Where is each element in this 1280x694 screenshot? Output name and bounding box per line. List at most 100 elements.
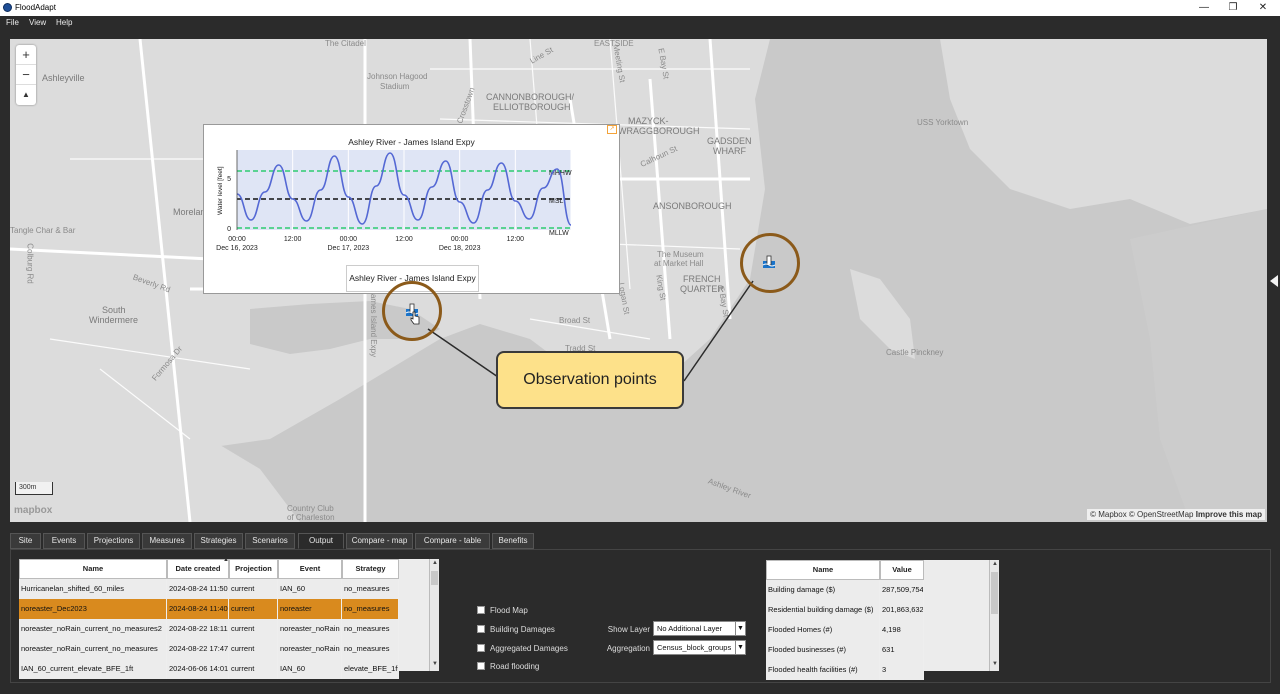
chevron-down-icon[interactable]: ▼: [735, 622, 745, 635]
map-label-tradd-st: Tradd St: [565, 344, 596, 353]
metric-row[interactable]: Flooded businesses (#) 631: [766, 640, 924, 660]
map-label-broad-st: Broad St: [559, 316, 591, 325]
aggregation-value: Census_block_groups: [657, 643, 732, 652]
attribution-text[interactable]: © Mapbox © OpenStreetMap: [1090, 510, 1194, 519]
zoom-out-button[interactable]: −: [16, 65, 36, 85]
map-label-windermere: Windermere: [89, 315, 139, 325]
map-label-eastside: EASTSIDE: [594, 39, 634, 48]
col-strategy-header[interactable]: Strategy: [342, 559, 399, 579]
collapse-panel-arrow-icon[interactable]: [1270, 275, 1278, 287]
scrollbar-thumb[interactable]: [991, 572, 998, 614]
checkbox-road-flooding[interactable]: Road flooding: [477, 662, 539, 671]
improve-map-link[interactable]: Improve this map: [1195, 510, 1262, 519]
tab-compare-table[interactable]: Compare - table: [415, 533, 490, 549]
show-layer-label: Show Layer: [607, 625, 650, 634]
metrics-scrollbar[interactable]: ▲ ▼: [989, 560, 999, 671]
checkbox-label: Aggregated Damages: [490, 644, 568, 653]
table-cell: 2024-08-22 18:11: [167, 619, 229, 639]
checkbox-box[interactable]: [477, 606, 485, 614]
tab-compare-map[interactable]: Compare - map: [346, 533, 413, 549]
observation-station-icon[interactable]: [405, 303, 419, 317]
metric-row[interactable]: Residential building damage ($) 201,863,6…: [766, 600, 924, 620]
compass-button[interactable]: ▲: [22, 90, 30, 99]
col-metric-value-header[interactable]: Value: [880, 560, 924, 580]
tab-projections[interactable]: Projections: [87, 533, 140, 549]
metric-cell: 631: [880, 640, 924, 660]
tab-events[interactable]: Events: [43, 533, 85, 549]
map-label-castle-pinckney: Castle Pinckney: [886, 348, 944, 357]
zoom-in-button[interactable]: +: [16, 45, 36, 65]
checkbox-aggregated-damages[interactable]: Aggregated Damages: [477, 644, 568, 653]
metric-row[interactable]: Building damage ($) 287,509,754: [766, 580, 924, 600]
show-layer-select[interactable]: No Additional Layer ▼: [653, 621, 746, 636]
scroll-up-icon[interactable]: ▲: [992, 561, 998, 567]
col-date-header[interactable]: Date created: [167, 559, 229, 579]
map-attribution: © Mapbox © OpenStreetMap Improve this ma…: [1087, 509, 1265, 520]
tab-measures[interactable]: Measures: [142, 533, 192, 549]
checkbox-flood-map[interactable]: Flood Map: [477, 606, 528, 615]
y-tick-label: 5: [227, 176, 231, 183]
tab-output[interactable]: Output: [298, 533, 344, 549]
scenarios-scrollbar[interactable]: ▲ ▼: [429, 559, 439, 671]
metric-row[interactable]: Flooded Homes (#) 4,198: [766, 620, 924, 640]
aggregation-select[interactable]: Census_block_groups ▼: [653, 640, 746, 655]
scenarios-table: Name Date created ▲ Projection Event Str…: [19, 557, 439, 679]
tab-benefits[interactable]: Benefits: [492, 533, 534, 549]
table-row[interactable]: noreaster_Dec2023 2024-08-24 11:40 current…: [19, 599, 399, 619]
map-label-citadel: The Citadel: [325, 39, 366, 48]
x-tick-label: 00:00: [451, 236, 469, 243]
mapbox-logo[interactable]: mapbox: [14, 505, 53, 516]
x-tick-label: Dec 17, 2023: [328, 245, 370, 252]
table-row[interactable]: IAN_60_current_elevate_BFE_1ft 2024-06-06…: [19, 659, 399, 679]
observation-station-icon-harbor[interactable]: [762, 255, 776, 269]
metric-cell: Flooded businesses (#): [766, 640, 880, 660]
metric-row[interactable]: Flooded health facilities (#) 3: [766, 660, 924, 680]
table-row[interactable]: noreaster_noRain_current_no_measures 2024…: [19, 639, 399, 659]
map-label-cannonborough: CANNONBOROUGH/: [486, 92, 575, 102]
map-label-yorktown: USS Yorktown: [917, 118, 969, 127]
col-metric-name-header[interactable]: Name: [766, 560, 880, 580]
menu-view[interactable]: View: [29, 18, 47, 27]
metric-cell: Flooded health facilities (#): [766, 660, 880, 680]
scroll-down-icon[interactable]: ▼: [992, 661, 998, 667]
scrollbar-thumb[interactable]: [431, 571, 438, 585]
tab-site[interactable]: Site: [10, 533, 41, 549]
checkbox-label: Flood Map: [490, 606, 528, 615]
x-tick-label: 00:00: [340, 236, 358, 243]
table-row[interactable]: Hurricanelan_shifted_60_miles 2024-08-24 …: [19, 579, 399, 599]
map-label-country-club: Country Club: [287, 504, 334, 513]
table-cell: current: [229, 599, 278, 619]
minimize-button[interactable]: —: [1199, 2, 1209, 13]
map-label-james-island-expy: James Island Expy: [369, 289, 379, 358]
col-event-header[interactable]: Event: [278, 559, 342, 579]
chevron-down-icon[interactable]: ▼: [735, 641, 745, 654]
col-projection-header[interactable]: Projection: [229, 559, 278, 579]
restore-button[interactable]: ❐: [1228, 2, 1238, 13]
scroll-down-icon[interactable]: ▼: [432, 661, 438, 667]
x-tick-label: 12:00: [284, 236, 302, 243]
checkbox-box[interactable]: [477, 662, 485, 670]
expand-popup-icon[interactable]: ↗: [607, 125, 617, 134]
map-view[interactable]: The Citadel Johnson Hagood Stadium Ashle…: [10, 39, 1267, 522]
col-name-header[interactable]: Name: [19, 559, 167, 579]
map-label-museum: The Museum: [657, 250, 704, 259]
menu-help[interactable]: Help: [56, 18, 73, 27]
table-cell: noreaster_noRain_current_no_measures: [19, 639, 167, 659]
tab-scenarios[interactable]: Scenarios: [245, 533, 295, 549]
checkbox-building-damages[interactable]: Building Damages: [477, 625, 555, 634]
menu-file[interactable]: File: [6, 18, 19, 27]
x-tick-label: Dec 16, 2023: [216, 245, 258, 252]
y-axis-label: Water level [feet]: [217, 166, 224, 215]
x-tick-label: 12:00: [395, 236, 413, 243]
close-button[interactable]: ✕: [1258, 2, 1268, 13]
table-cell: noreaster_noRain: [278, 639, 342, 659]
checkbox-box[interactable]: [477, 644, 485, 652]
checkbox-box[interactable]: [477, 625, 485, 633]
table-row[interactable]: noreaster_noRain_current_no_measures2 202…: [19, 619, 399, 639]
tab-strategies[interactable]: Strategies: [194, 533, 243, 549]
table-cell: 2024-08-24 11:50: [167, 579, 229, 599]
map-label-south: South: [102, 305, 126, 315]
scroll-up-icon[interactable]: ▲: [432, 560, 438, 566]
table-cell: IAN_60: [278, 659, 342, 679]
table-cell: 2024-08-24 11:40: [167, 599, 229, 619]
